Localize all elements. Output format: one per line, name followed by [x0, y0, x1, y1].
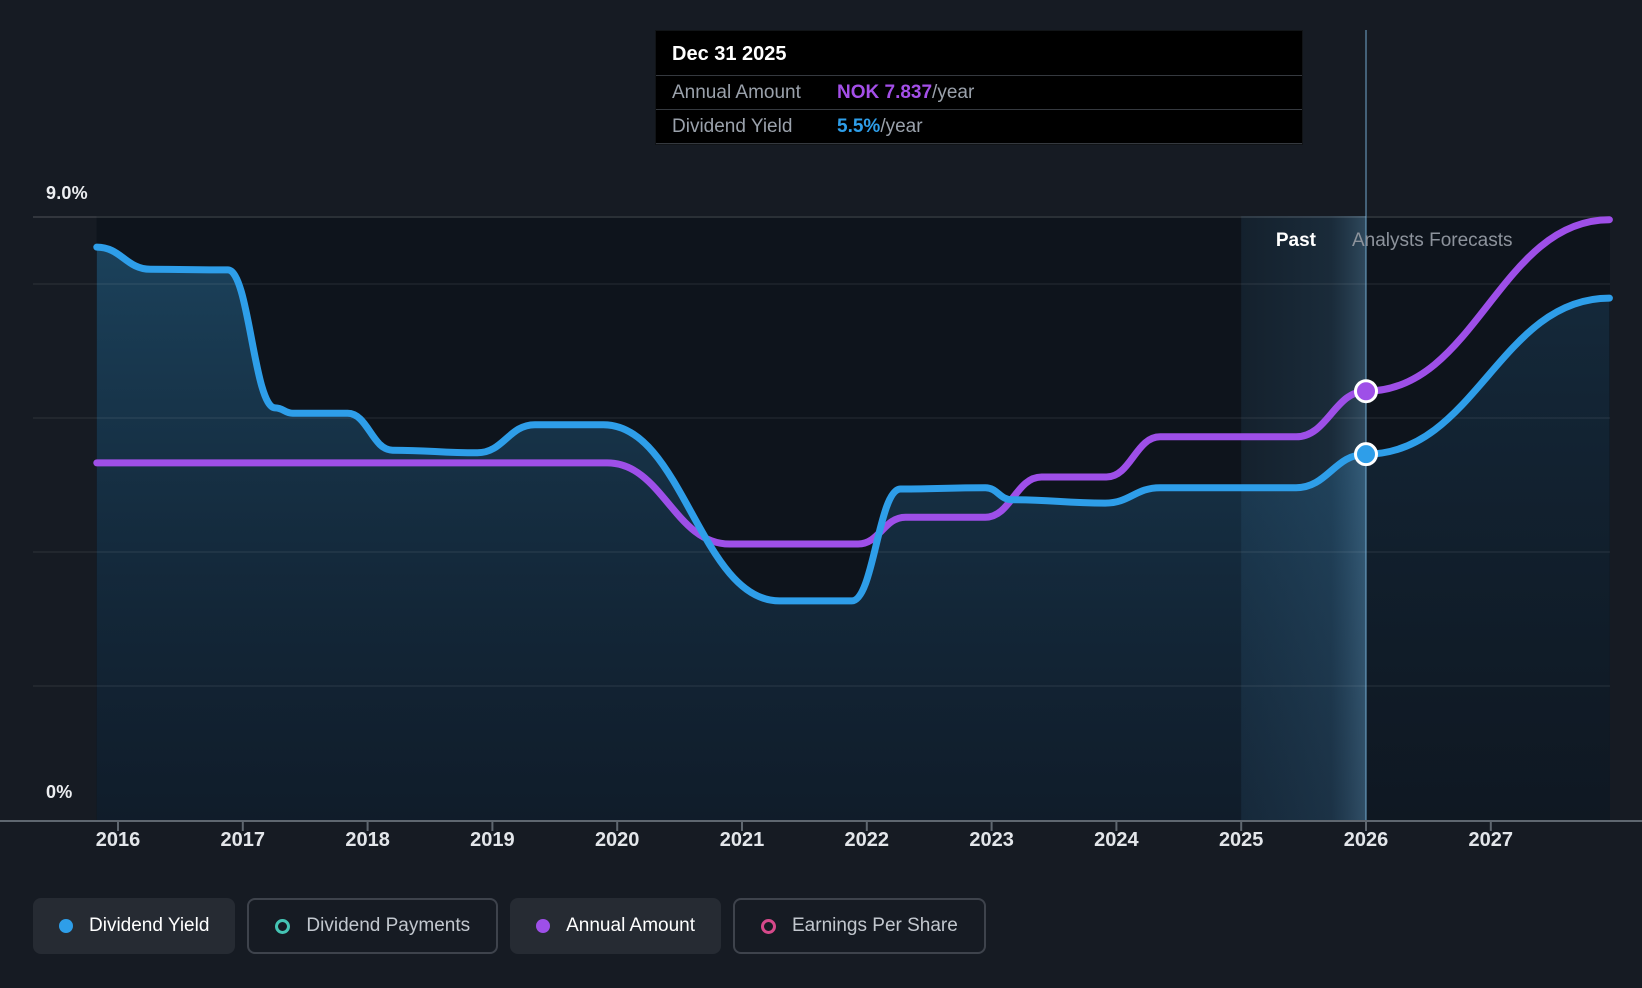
tooltip-row-value: 5.5% [837, 115, 881, 137]
x-axis-label-2027: 2027 [1468, 829, 1514, 851]
dividend-yield-area-forecast [1366, 298, 1610, 821]
tooltip-row-suffix: /year [880, 115, 923, 137]
x-axis-label-2026: 2026 [1343, 829, 1389, 851]
dividend-yield-line [93, 243, 1613, 605]
x-axis-label-2022: 2022 [844, 829, 890, 851]
x-axis-label-2023: 2023 [969, 829, 1014, 851]
legend-swatch-annual-amount-icon [536, 919, 551, 933]
past-forecast-highlight-band [1241, 216, 1366, 820]
legend-label: Dividend Payments [306, 915, 471, 936]
tooltip-row-value: NOK 7.837 [837, 81, 933, 103]
analysts-forecasts-label: Analysts Forecasts [1352, 230, 1513, 251]
tooltip-row-annual-amount: Annual Amount NOK 7.837/year [656, 76, 1302, 110]
legend-item-dividend-yield[interactable]: Dividend Yield [33, 898, 236, 954]
y-axis-min-label: 0% [46, 782, 73, 802]
x-axis-label-2024: 2024 [1094, 829, 1139, 851]
tooltip-date: Dec 31 2025 [656, 31, 1302, 76]
x-axis-label-2018: 2018 [345, 829, 390, 851]
chart-legend: Dividend Yield Dividend Payments Annual Am… [33, 898, 986, 954]
tooltip-row-label: Annual Amount [672, 81, 801, 103]
past-label: Past [1275, 230, 1316, 251]
y-axis-max-label: 9.0% [46, 183, 88, 203]
tooltip-body: Annual Amount NOK 7.837/year Dividend Yiel… [656, 76, 1302, 144]
tooltip-row-label: Dividend Yield [672, 115, 793, 137]
legend-item-earnings-per-share[interactable]: Earnings Per Share [733, 898, 986, 954]
x-axis-label-2019: 2019 [470, 829, 515, 851]
legend-item-dividend-payments[interactable]: Dividend Payments [247, 898, 499, 954]
dividend-yield-marker[interactable] [1354, 442, 1378, 467]
legend-swatch-earnings-per-share-icon [761, 918, 776, 934]
annual-amount-line [93, 216, 1613, 548]
tooltip-row-suffix: /year [932, 81, 975, 103]
x-axis-label-2020: 2020 [594, 829, 640, 851]
legend-label: Annual Amount [566, 915, 695, 936]
legend-swatch-dividend-yield-icon [59, 919, 73, 933]
legend-item-annual-amount[interactable]: Annual Amount [510, 898, 721, 954]
x-axis-label-2025: 2025 [1218, 829, 1264, 851]
legend-label: Dividend Yield [89, 915, 210, 936]
x-axis-label-2016: 2016 [95, 829, 141, 851]
annual-amount-marker[interactable] [1354, 379, 1378, 404]
tooltip-row-dividend-yield: Dividend Yield 5.5%/year [656, 110, 1302, 144]
legend-swatch-dividend-payments-icon [275, 918, 291, 934]
x-axis-label-2021: 2021 [719, 829, 765, 851]
x-axis-label-2017: 2017 [220, 829, 266, 851]
legend-label: Earnings Per Share [792, 915, 958, 936]
chart-tooltip: Dec 31 2025 Annual Amount NOK 7.837/year D… [655, 30, 1303, 145]
dividend-yield-area-past [96, 247, 1367, 821]
